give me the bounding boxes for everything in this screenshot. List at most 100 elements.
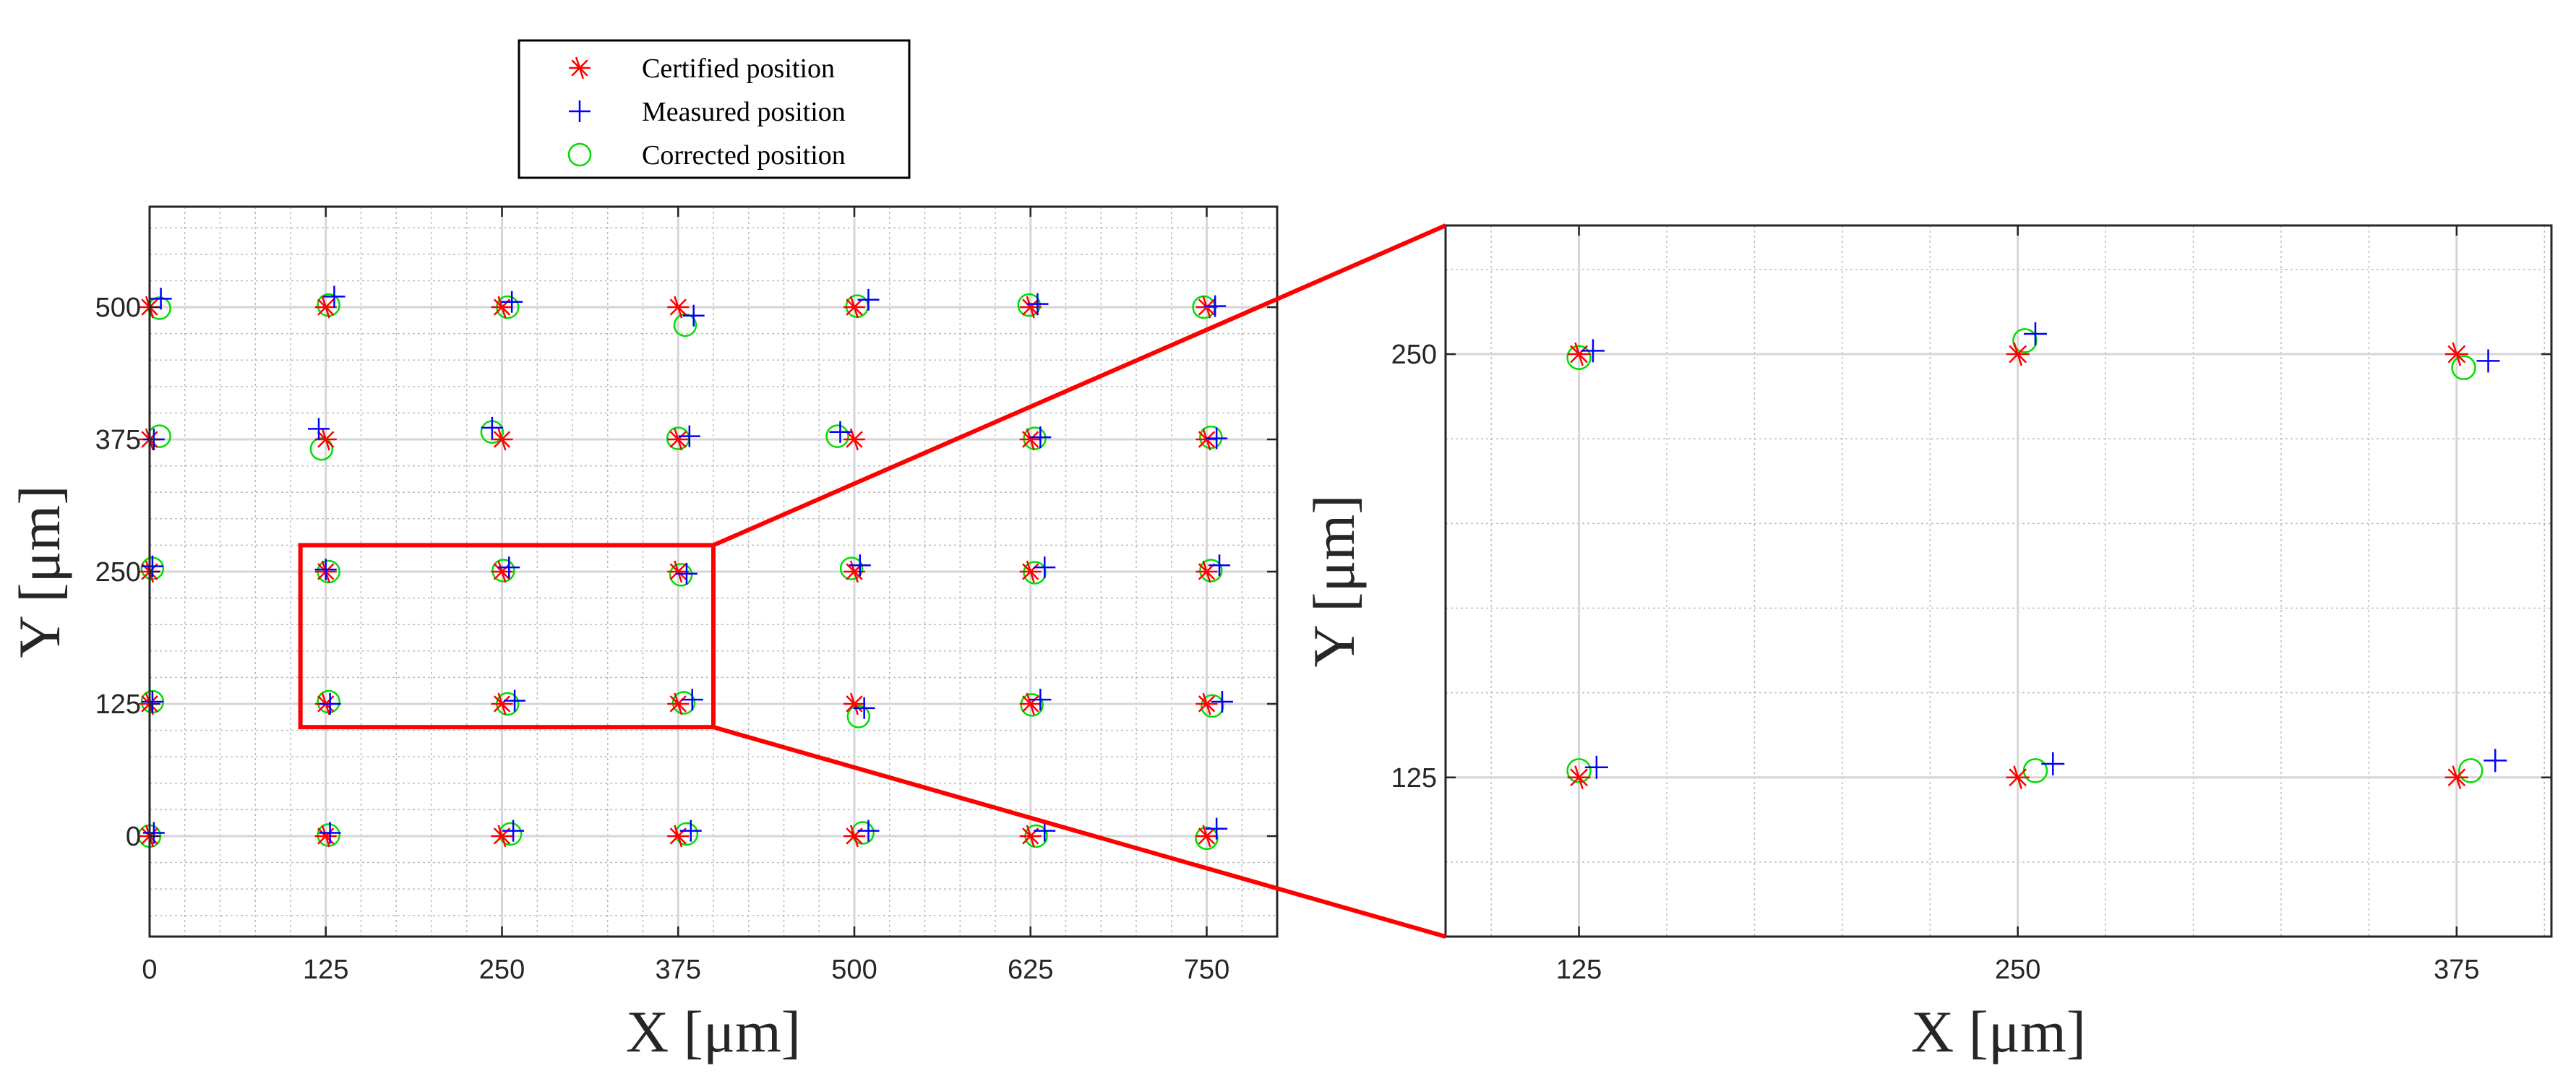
main-plus-marker [857, 288, 880, 311]
zoom-asterisk-marker [2006, 342, 2030, 366]
zoom-circle-marker [2451, 355, 2476, 381]
main-circle-marker [1199, 559, 1223, 582]
zoom-plus-marker [2024, 322, 2047, 345]
zoom-asterisk-marker [2444, 765, 2468, 790]
zoom-connector [298, 223, 1447, 939]
main-asterisk-marker [1195, 825, 1218, 848]
main-plus-marker [319, 692, 341, 715]
zoom-asterisk-marker [1567, 765, 1591, 790]
main-plus-marker [857, 820, 880, 842]
main-circle-marker [846, 705, 871, 728]
legend-circle-marker [567, 142, 592, 167]
main-x-tick-label: 750 [1184, 955, 1229, 985]
zoom-asterisk-marker [2006, 765, 2030, 790]
main-asterisk-marker [491, 692, 513, 715]
main-plus-marker [308, 418, 330, 440]
main-plus-marker [1206, 427, 1228, 449]
zoom-marks [1566, 322, 2507, 790]
main-y-tick-label: 250 [95, 557, 141, 588]
zoom-y-tick-label: 125 [1391, 763, 1437, 793]
main-asterisk-marker [1195, 428, 1218, 451]
main-circle-marker [825, 424, 849, 448]
zoom-plus-marker [1581, 339, 1605, 363]
main-y-axis-title: Y [μm] [7, 485, 72, 658]
main-asterisk-marker [314, 296, 337, 319]
main-y-tick-label: 375 [95, 425, 141, 455]
main-asterisk-marker [1019, 296, 1042, 319]
zoom-plot-frame [1444, 224, 2553, 938]
zoom-plus-marker [2041, 752, 2065, 776]
main-x-tick-label: 0 [142, 955, 157, 985]
main-asterisk-marker [843, 428, 865, 451]
main-plus-marker [681, 689, 703, 711]
main-plus-marker [853, 697, 875, 719]
main-plus-marker [1211, 691, 1233, 713]
main-circle-marker [671, 691, 696, 715]
main-plus-marker [679, 820, 702, 842]
main-plus-marker [323, 285, 345, 308]
main-asterisk-marker [843, 692, 865, 715]
zoom-asterisk-marker [2444, 342, 2468, 366]
zoom-circle-marker [1566, 345, 1592, 370]
zoom-y-tick-label: 250 [1391, 340, 1437, 370]
main-circle-marker [669, 563, 693, 587]
main-plus-marker [1026, 293, 1049, 315]
legend-item: Measured position [569, 97, 846, 127]
main-plus-marker [314, 559, 337, 581]
main-circle-marker [1201, 694, 1224, 718]
zoom-connector-bottom [713, 725, 1446, 939]
main-asterisk-marker [667, 428, 690, 451]
main-plus-marker [150, 288, 172, 310]
zoom-connector-top [712, 223, 1447, 548]
main-y-tick-label: 125 [95, 689, 141, 720]
main-asterisk-marker [667, 296, 690, 319]
main-y-tick-label: 0 [126, 822, 141, 852]
zoom-grid [1446, 225, 2551, 937]
main-asterisk-marker [667, 825, 690, 848]
main-asterisk-marker [1195, 560, 1218, 583]
main-circle-marker [1020, 693, 1044, 717]
main-plus-marker [501, 291, 523, 313]
main-circle-marker [1023, 561, 1047, 585]
zoom-y-axis-title: Y [μm] [1301, 494, 1367, 667]
main-plus-marker [675, 562, 697, 585]
main-plus-marker [498, 556, 520, 579]
main-asterisk-marker [667, 560, 690, 583]
legend: Certified position Measured position Corre… [518, 39, 911, 179]
legend-item: Corrected position [567, 140, 846, 171]
main-plus-marker [502, 820, 525, 842]
main-plus-marker [1034, 556, 1056, 579]
zoom-x-tick-label: 125 [1556, 955, 1602, 985]
main-plus-marker [1029, 426, 1052, 449]
main-x-tick-label: 250 [479, 955, 525, 985]
main-asterisk-marker [1195, 692, 1218, 715]
zoom-asterisk-marker [1567, 342, 1591, 366]
zoom-circle-marker [2458, 758, 2483, 783]
main-asterisk-marker [1019, 560, 1042, 583]
main-plus-marker [829, 421, 851, 443]
main-x-tick-label: 125 [303, 955, 348, 985]
zoom-plot: 125 250 375 125 250 X [μm] Y [μm] [1301, 224, 2553, 1064]
main-plus-marker [1206, 817, 1228, 840]
legend-label: Certified position [642, 53, 835, 84]
main-plus-marker [678, 425, 700, 447]
main-plus-marker [849, 554, 871, 577]
main-asterisk-marker [1019, 428, 1042, 451]
zoom-x-axis-title: X [μm] [1911, 999, 2086, 1064]
legend-plus-marker [569, 100, 591, 122]
legend-asterisk-marker [569, 56, 591, 79]
main-y-tick-label: 500 [95, 293, 141, 323]
legend-items: Certified position Measured position Corre… [567, 53, 846, 171]
zoom-highlight-box [298, 543, 716, 730]
zoom-circle-marker [1566, 758, 1592, 783]
zoom-plus-marker [2483, 749, 2507, 773]
main-marks [137, 285, 1233, 851]
main-asterisk-marker [667, 692, 690, 715]
zoom-x-tick-label: 375 [2434, 955, 2479, 985]
zoom-x-tick-label: 250 [1995, 955, 2040, 985]
main-ticks: 0 125 250 375 500 625 750 0 125 250 375 500 [95, 207, 1277, 985]
main-plus-marker [504, 689, 526, 712]
legend-label: Corrected position [642, 140, 846, 171]
